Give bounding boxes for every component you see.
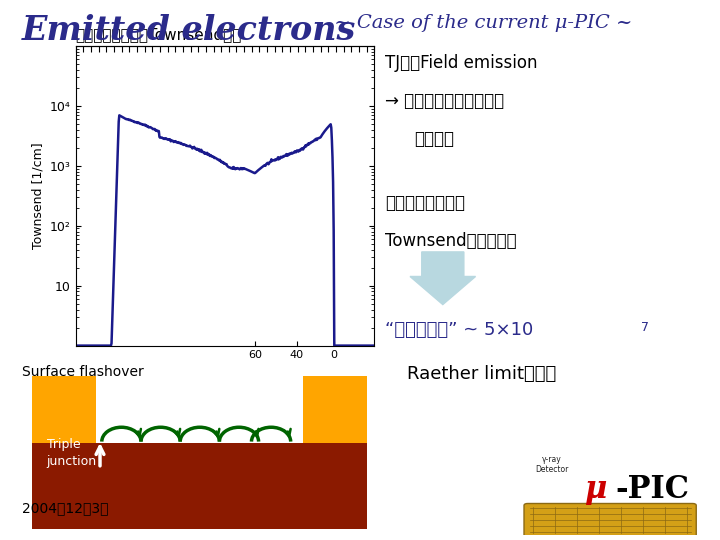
Text: μ: μ [584, 474, 606, 505]
Text: → 基板表面を走りながら: → 基板表面を走りながら [385, 92, 504, 110]
Text: Townsend係数を積分: Townsend係数を積分 [385, 232, 517, 250]
Text: γ-ray
Detector: γ-ray Detector [536, 455, 569, 474]
Text: -PIC: -PIC [616, 474, 690, 505]
Text: 7: 7 [641, 321, 649, 334]
Y-axis label: Townsend [1/cm]: Townsend [1/cm] [31, 143, 45, 249]
Bar [32, 443, 367, 529]
Text: ガス増幅: ガス増幅 [414, 130, 454, 147]
Bar [303, 376, 367, 443]
Text: “ガス増幅率” ~ 5×10: “ガス増幅率” ~ 5×10 [385, 321, 534, 339]
FancyArrow shape [410, 252, 476, 305]
Text: 基板表面に沿ったTownsend係数: 基板表面に沿ったTownsend係数 [76, 27, 242, 42]
Text: Triple
junction: Triple junction [47, 438, 96, 468]
Text: TJからField emission: TJからField emission [385, 54, 538, 72]
Text: Raether limitに近い: Raether limitに近い [407, 364, 556, 382]
Text: Emitted electrons: Emitted electrons [22, 14, 356, 46]
Text: Surface flashover: Surface flashover [22, 364, 143, 379]
Text: 2004年12月3日: 2004年12月3日 [22, 502, 108, 516]
Text: 基板表面に沿って: 基板表面に沿って [385, 194, 465, 212]
FancyBboxPatch shape [524, 503, 696, 537]
Text: ~ Case of the current μ-PIC ~: ~ Case of the current μ-PIC ~ [328, 14, 632, 31]
Bar [32, 376, 96, 443]
